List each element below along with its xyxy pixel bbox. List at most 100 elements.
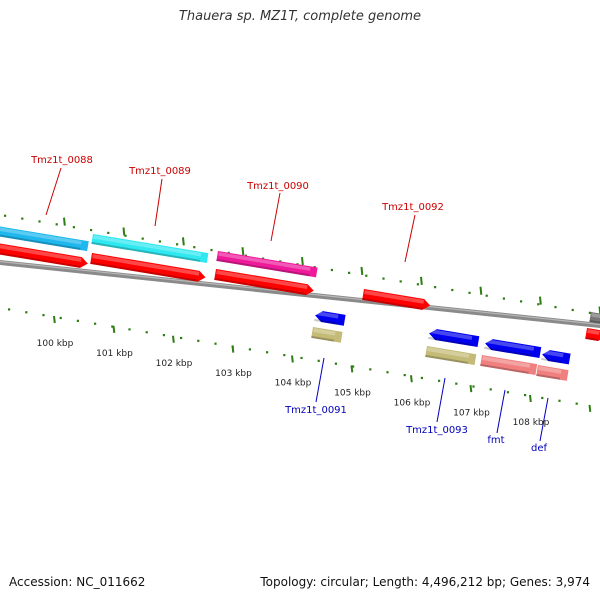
reverse-track-dot — [94, 322, 97, 325]
reverse-track-dot — [300, 356, 303, 360]
forward-track-dot — [502, 297, 505, 300]
forward-track-dot — [537, 303, 540, 306]
reverse-track-tick — [231, 345, 235, 353]
cds-shadow — [425, 354, 468, 364]
reverse-track-tick — [291, 355, 294, 363]
cds-highlight — [430, 329, 473, 340]
reverse-track-dot — [197, 339, 200, 342]
cds-body — [480, 355, 538, 376]
forward-track-dot — [158, 240, 161, 243]
cds-shadow — [536, 373, 561, 380]
cds-shadow — [585, 336, 599, 341]
forward-track-tick — [360, 266, 364, 276]
reverse-track-dot — [59, 316, 62, 320]
gene-feature-tmz1t-0093 — [425, 346, 477, 366]
reverse-track-dot — [162, 334, 165, 337]
gene-feature-tmz1t-0090 — [216, 251, 318, 278]
cds-highlight — [427, 347, 470, 358]
cds-highlight — [316, 311, 339, 319]
cds-body — [0, 226, 89, 252]
forward-track-dot — [416, 283, 419, 286]
cds-body — [585, 328, 600, 341]
reverse-track-dot — [317, 359, 320, 362]
scale-tick-label: 102 kbp — [156, 359, 193, 369]
reverse-track-dot — [128, 328, 131, 331]
cds-highlight — [313, 328, 336, 336]
cds-body — [91, 234, 209, 264]
cds-arrow-fmt — [484, 339, 542, 359]
cds-highlight — [486, 339, 535, 351]
cds-body — [311, 327, 343, 343]
cds-highlight — [587, 329, 600, 335]
forward-track-dot — [451, 288, 454, 292]
reverse-track-dot — [352, 365, 355, 368]
gene-label-forward: Tmz1t_0088 — [30, 155, 93, 166]
accession-text: Accession: NC_011662 — [9, 575, 146, 589]
gene-leader-line — [154, 178, 163, 227]
reverse-track-dot — [334, 362, 337, 365]
scale-tick-label: 107 kbp — [453, 408, 490, 418]
cds-arrow-tmz1t-0090 — [214, 269, 314, 296]
gene-label-reverse: def — [531, 443, 548, 454]
cds-highlight — [543, 350, 564, 358]
gene-feature-def — [536, 365, 569, 381]
cds-highlight — [218, 252, 311, 271]
cds-body — [214, 269, 314, 296]
cds-arrow-tmz1t-0093 — [428, 329, 480, 348]
cds-arrow-tmz1t-0091 — [314, 311, 346, 326]
reverse-track-tick — [172, 335, 175, 343]
reverse-track-dot — [575, 402, 578, 405]
forward-track-dot — [330, 268, 333, 272]
cds-arrow-tmz1t-0092 — [362, 289, 431, 310]
cds-highlight — [482, 356, 531, 368]
cds-highlight — [0, 227, 82, 245]
cds-body — [90, 253, 206, 282]
reverse-track-dot — [506, 391, 509, 394]
forward-track-dot — [520, 300, 523, 303]
forward-track-dot — [348, 271, 351, 274]
forward-track-dot — [365, 274, 368, 277]
cds-arrow-def — [541, 350, 571, 365]
reverse-track-dot — [558, 399, 561, 402]
forward-track-dot — [90, 228, 93, 232]
cds-highlight — [538, 366, 562, 374]
scale-tick-label: 108 kbp — [513, 418, 550, 428]
forward-track-dot — [193, 246, 196, 249]
reverse-track-tick — [112, 325, 116, 333]
gene-feature-fmt — [480, 355, 538, 376]
gene-label-forward: Tmz1t_0090 — [246, 181, 309, 192]
scale-tick-label: 101 kbp — [96, 349, 133, 359]
cds-shadow — [216, 258, 310, 277]
reverse-track-tick — [469, 384, 473, 393]
gene-leader-line — [315, 357, 325, 403]
reverse-track-dot — [403, 373, 406, 377]
cds-shadow — [480, 363, 529, 374]
reverse-track-dot — [25, 311, 28, 314]
reverse-track-dot — [111, 325, 114, 328]
reverse-track-tick — [529, 394, 532, 403]
cds-highlight — [0, 244, 82, 262]
cds-shadow — [91, 241, 201, 262]
gene-label-reverse: Tmz1t_0091 — [284, 405, 347, 416]
cds-shadow — [428, 336, 471, 346]
cds-shadow — [362, 297, 423, 310]
cds-body — [542, 350, 571, 365]
cds-shadow — [314, 318, 338, 325]
cds-body — [485, 339, 542, 359]
reverse-track-dot — [524, 393, 527, 397]
forward-track-dot — [588, 311, 591, 314]
gene-label-forward: Tmz1t_0089 — [128, 166, 191, 177]
cds-highlight — [591, 313, 600, 319]
reverse-track-dot — [76, 319, 79, 322]
gene-feature-offpage — [589, 312, 600, 326]
scale-tick-label: 103 kbp — [215, 369, 252, 379]
reverse-track-dot — [420, 376, 423, 380]
forward-track-dot — [399, 280, 402, 283]
forward-track-dot — [571, 308, 574, 312]
gene-feature-tmz1t-0088 — [0, 226, 89, 252]
forward-track-tick — [122, 227, 126, 236]
cds-arrow-tmz1t-0088 — [0, 243, 88, 268]
cds-shadow — [541, 357, 563, 364]
forward-track-tick — [420, 276, 423, 285]
gene-leader-line — [270, 192, 281, 242]
